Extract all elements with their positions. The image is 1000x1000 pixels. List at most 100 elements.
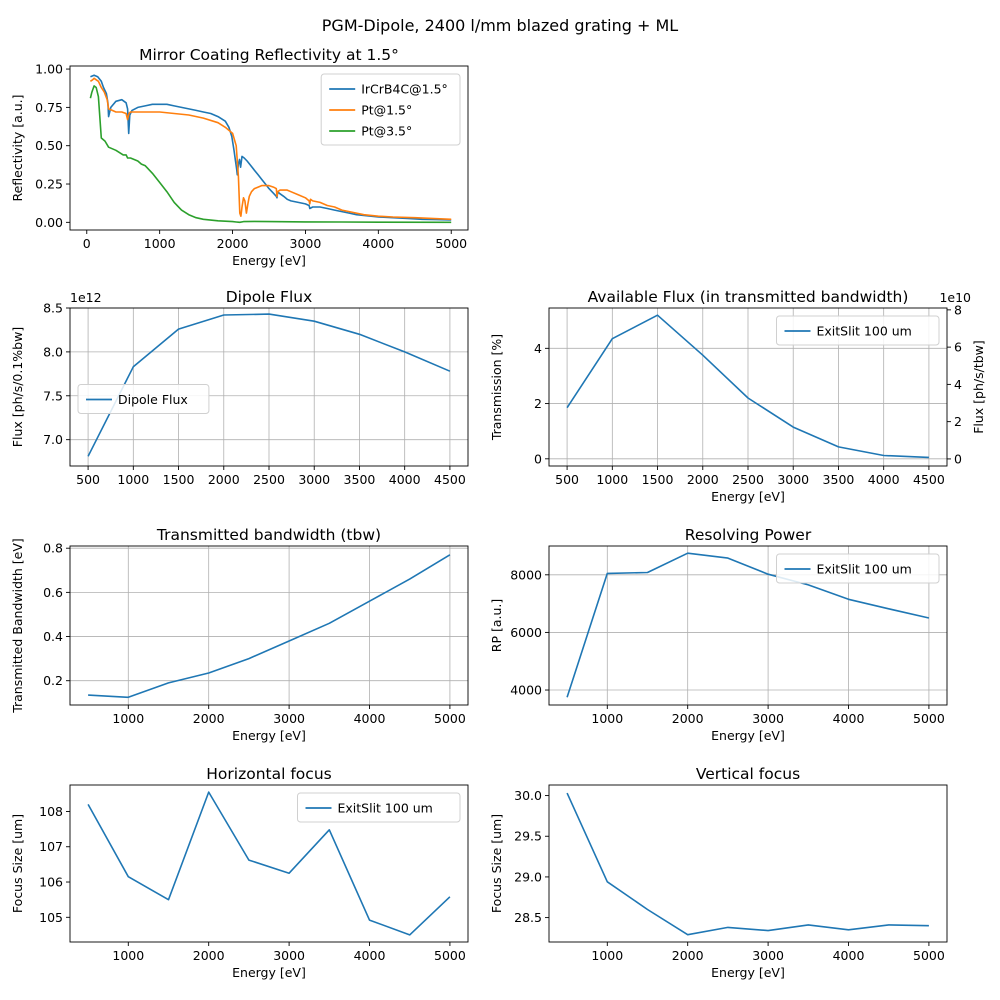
chart-title: Available Flux (in transmitted bandwidth… <box>588 288 909 306</box>
legend: Dipole Flux <box>77 384 210 414</box>
legend-box <box>776 315 940 346</box>
legend: ExitSlit 100 um <box>776 315 940 346</box>
legend-entry: Pt@3.5° <box>361 124 412 139</box>
x-tick-label: 3000 <box>752 948 784 963</box>
chart-title: Resolving Power <box>685 526 812 544</box>
y-tick-label: 4000 <box>510 683 542 698</box>
x-axis-label: Energy [eV] <box>232 253 306 268</box>
x-tick-label: 1000 <box>112 711 144 726</box>
y-tick-label: 0.4 <box>43 629 63 644</box>
x-tick-label: 500 <box>555 472 579 487</box>
x-tick-label: 2500 <box>732 472 764 487</box>
x-axis-label: Energy [eV] <box>711 728 785 743</box>
y-tick-label: 0 <box>534 451 542 466</box>
x-tick-label: 3500 <box>344 472 376 487</box>
figure-title: PGM-Dipole, 2400 l/mm blazed grating + M… <box>321 16 679 35</box>
legend-box <box>320 73 461 146</box>
series-line-1 <box>88 554 451 699</box>
x-axis-label: Energy [eV] <box>711 489 785 504</box>
y-tick-label: 8.0 <box>43 344 63 359</box>
y-tick-label: 7.5 <box>43 388 63 403</box>
chart-title: Mirror Coating Reflectivity at 1.5° <box>139 46 399 64</box>
series-line-1 <box>90 74 452 221</box>
axes-frame <box>69 545 469 706</box>
y-tick-label: 0.50 <box>35 138 63 153</box>
y-axis-label: RP [a.u.] <box>489 599 504 652</box>
y-tick-label: 8000 <box>510 567 542 582</box>
x-tick-label: 5000 <box>435 236 467 251</box>
y-tick-label: 0.75 <box>35 100 63 115</box>
chart-title: Horizontal focus <box>206 765 331 783</box>
y-tick-label: 108 <box>39 804 63 819</box>
y-axis-label: Focus Size [um] <box>10 814 25 913</box>
x-tick-label: 3000 <box>273 711 305 726</box>
legend-box <box>77 384 210 414</box>
y-tick-label: 0.8 <box>43 541 63 556</box>
y-tick-label: 7.0 <box>43 432 63 447</box>
x-tick-label: 500 <box>76 472 100 487</box>
y-tick-label: 6000 <box>510 625 542 640</box>
y-tick-label: 107 <box>39 839 63 854</box>
x-tick-label: 3500 <box>823 472 855 487</box>
legend-entry: ExitSlit 100 um <box>817 324 912 339</box>
x-tick-label: 2000 <box>672 948 704 963</box>
y-tick-label: 0.6 <box>43 585 63 600</box>
y-tick-label: 29.0 <box>514 869 542 884</box>
y-tick-label: 2 <box>534 396 542 411</box>
x-tick-label: 2000 <box>217 236 249 251</box>
axes-frame <box>548 784 948 943</box>
legend-box <box>297 792 461 823</box>
y2-tick-label: 6 <box>954 340 962 355</box>
x-tick-label: 2000 <box>193 948 225 963</box>
y2-tick-label: 2 <box>954 414 962 429</box>
y2-tick-label: 4 <box>954 377 962 392</box>
legend: ExitSlit 100 um <box>297 792 461 823</box>
x-tick-label: 3000 <box>298 472 330 487</box>
y-tick-label: 105 <box>39 910 63 925</box>
x-tick-label: 1000 <box>117 472 149 487</box>
reflectivity-chart: 0 1000 2000 3000 4000 5000 0.00 0.25 0.50 0.75 1.0… <box>10 46 469 268</box>
x-tick-label: 2000 <box>687 472 719 487</box>
x-tick-label: 3000 <box>777 472 809 487</box>
horizontal-focus-chart: 1000 2000 3000 4000 5000 105 106 107 108 Horizont… <box>10 765 469 980</box>
x-tick-label: 4000 <box>833 711 865 726</box>
x-tick-label: 4000 <box>362 236 394 251</box>
dipole-flux-chart: 500 1000 1500 2000 2500 3000 3500 4000 4500 7.0 7.… <box>10 288 469 487</box>
x-tick-label: 2000 <box>672 711 704 726</box>
x-axis-label: Energy [eV] <box>232 728 306 743</box>
y-tick-label: 30.0 <box>514 788 542 803</box>
x-tick-label: 3000 <box>273 948 305 963</box>
x-tick-label: 4000 <box>833 948 865 963</box>
x-tick-label: 4000 <box>354 948 386 963</box>
x-tick-label: 0 <box>83 236 91 251</box>
x-tick-label: 4500 <box>434 472 466 487</box>
series-line-1 <box>566 792 929 936</box>
resolving-power-chart: 1000 2000 3000 4000 5000 4000 6000 8000 Resolvin… <box>489 526 948 743</box>
chart-title: Transmitted bandwidth (tbw) <box>156 526 381 544</box>
legend: IrCrB4C@1.5° Pt@1.5° Pt@3.5° <box>320 73 461 146</box>
y2-offset-text: 1e10 <box>939 290 971 305</box>
x-tick-label: 1000 <box>112 948 144 963</box>
x-axis-label: Energy [eV] <box>232 965 306 980</box>
series-line-1 <box>566 552 930 698</box>
chart-title: Dipole Flux <box>226 288 313 306</box>
x-tick-label: 1000 <box>591 948 623 963</box>
x-tick-label: 1000 <box>596 472 628 487</box>
legend-entry: ExitSlit 100 um <box>817 562 912 577</box>
available-flux-chart: 500 1000 1500 2000 2500 3000 3500 4000 4500 0 2 4 0 2… <box>489 288 986 504</box>
legend: ExitSlit 100 um <box>776 553 940 584</box>
vertical-focus-chart: 1000 2000 3000 4000 5000 28.5 29.0 29.5 30.0 Vert… <box>489 765 948 980</box>
legend-entry: IrCrB4C@1.5° <box>361 82 448 97</box>
y2-axis-label: Flux [ph/s/tbw] <box>971 340 986 434</box>
x-tick-label: 2000 <box>208 472 240 487</box>
y-tick-label: 0.00 <box>35 215 63 230</box>
y2-tick-label: 8 <box>954 302 962 317</box>
y-tick-label: 0.2 <box>43 673 63 688</box>
legend-entry: Pt@1.5° <box>361 103 412 118</box>
bandwidth-chart: 1000 2000 3000 4000 5000 0.2 0.4 0.6 0.8 Transmit… <box>10 526 469 743</box>
x-tick-label: 1000 <box>144 236 176 251</box>
legend-entry: Dipole Flux <box>118 392 188 407</box>
x-tick-label: 5000 <box>913 948 945 963</box>
x-tick-label: 2000 <box>193 711 225 726</box>
